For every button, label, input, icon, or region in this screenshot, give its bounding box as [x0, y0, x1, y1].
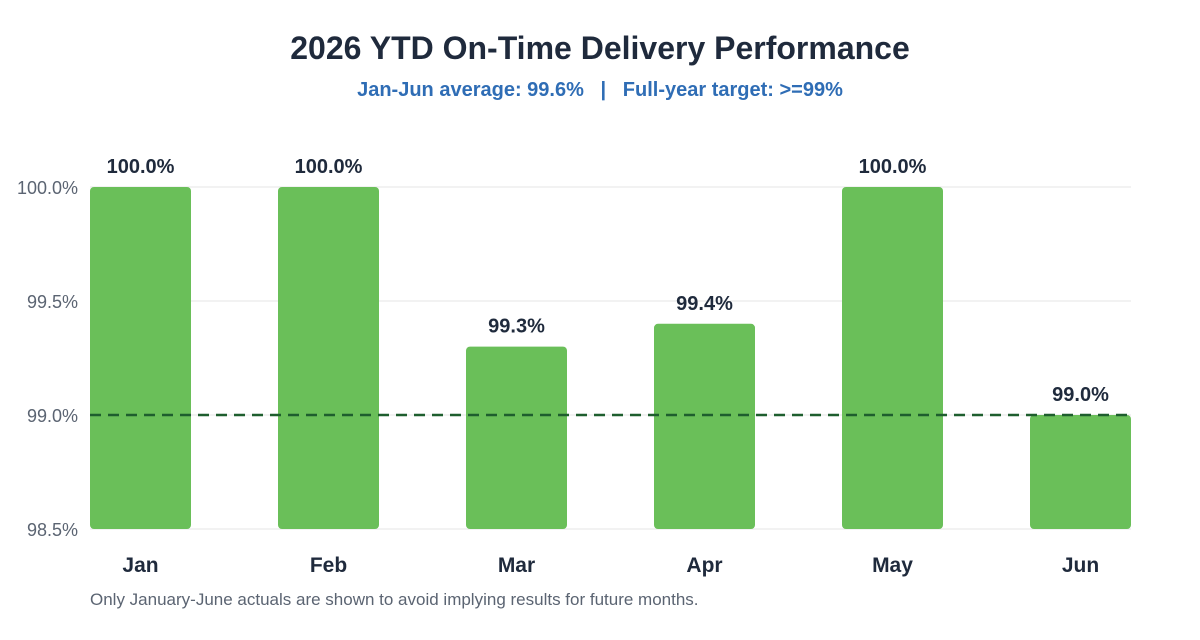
- y-tick-label: 99.5%: [27, 292, 78, 312]
- bars: [90, 187, 1131, 529]
- x-tick-label: Jun: [1062, 554, 1099, 577]
- value-label: 99.4%: [676, 293, 733, 315]
- x-tick-label: May: [872, 554, 913, 577]
- chart-subtitle: Jan-Jun average: 99.6% | Full-year targe…: [357, 79, 843, 101]
- chart-title: 2026 YTD On-Time Delivery Performance: [290, 30, 910, 66]
- y-tick-label: 100.0%: [17, 178, 78, 198]
- bar-apr: [654, 323, 755, 529]
- y-axis-ticks: 98.5% 99.0% 99.5% 100.0%: [17, 178, 78, 540]
- chart-footnote: Only January-June actuals are shown to a…: [90, 590, 699, 609]
- value-label: 99.0%: [1052, 384, 1109, 406]
- value-label: 100.0%: [295, 156, 363, 178]
- x-tick-label: Feb: [310, 554, 347, 577]
- value-label: 100.0%: [107, 156, 175, 178]
- value-label: 100.0%: [859, 156, 927, 178]
- bar-jun: [1030, 415, 1131, 529]
- bar-feb: [278, 187, 379, 529]
- x-tick-label: Mar: [498, 554, 535, 577]
- bar-may: [842, 187, 943, 529]
- grid-lines: [90, 186, 1131, 530]
- value-labels: 100.0% 100.0% 99.3% 99.4% 100.0% 99.0%: [107, 156, 1109, 406]
- x-tick-label: Jan: [122, 554, 158, 577]
- bar-jan: [90, 187, 191, 529]
- value-label: 99.3%: [488, 316, 545, 338]
- y-tick-label: 99.0%: [27, 406, 78, 426]
- y-tick-label: 98.5%: [27, 520, 78, 540]
- x-axis-ticks: Jan Feb Mar Apr May Jun: [122, 554, 1099, 577]
- x-tick-label: Apr: [686, 554, 722, 577]
- bar-mar: [466, 346, 567, 529]
